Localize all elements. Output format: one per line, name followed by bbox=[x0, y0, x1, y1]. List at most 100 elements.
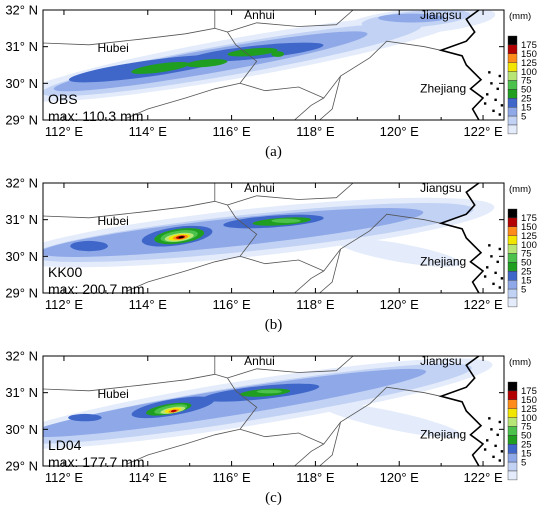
region-label-zhejiang: Zhejiang bbox=[420, 82, 466, 96]
island bbox=[494, 271, 497, 275]
precip-contour-level-0 bbox=[337, 238, 462, 267]
precip-contour-level-5 bbox=[271, 218, 301, 223]
province-border bbox=[227, 10, 354, 33]
precip-contour-level-10 bbox=[178, 236, 184, 239]
colorbar-label: 100 bbox=[521, 413, 537, 424]
colorbar-unit: (mm) bbox=[509, 357, 531, 368]
max-label: max: 110.3 mm bbox=[48, 108, 143, 124]
colorbar-swatch bbox=[507, 271, 518, 281]
island bbox=[498, 113, 502, 116]
colorbar-label: 5 bbox=[521, 284, 526, 295]
island bbox=[490, 82, 493, 85]
colorbar-swatch bbox=[507, 262, 518, 272]
panel-caption: (a) bbox=[265, 144, 282, 160]
island bbox=[490, 428, 493, 431]
map-area bbox=[43, 183, 504, 293]
colorbar-swatch bbox=[507, 71, 518, 81]
colorbar-swatch bbox=[507, 390, 518, 401]
coastline bbox=[438, 183, 485, 293]
precip-field bbox=[43, 183, 504, 293]
y-tick-label: 30° N bbox=[5, 422, 38, 437]
province-border bbox=[43, 200, 258, 292]
x-tick-label: 112° E bbox=[45, 297, 84, 312]
coastline bbox=[438, 356, 485, 466]
colorbar-swatch bbox=[507, 297, 518, 308]
colorbar-swatch bbox=[507, 115, 518, 126]
run-label: LD04 bbox=[48, 437, 82, 453]
colorbar-swatch bbox=[507, 53, 518, 63]
x-tick-label: 118° E bbox=[296, 124, 335, 139]
x-tick-label: 114° E bbox=[129, 297, 168, 312]
colorbar-swatch bbox=[507, 208, 518, 219]
region-label-hubei: Hubei bbox=[97, 214, 128, 228]
island bbox=[498, 420, 502, 424]
x-tick-label: 118° E bbox=[296, 470, 335, 485]
island bbox=[500, 277, 504, 280]
x-tick-label: 122° E bbox=[463, 470, 503, 485]
colorbar-label: 175 bbox=[521, 40, 537, 51]
island bbox=[496, 87, 499, 91]
island bbox=[483, 102, 487, 105]
colorbar-label: 100 bbox=[521, 67, 537, 78]
colorbar-unit: (mm) bbox=[509, 11, 531, 22]
colorbar-label: 15 bbox=[521, 448, 532, 459]
colorbar-swatch bbox=[507, 253, 518, 263]
colorbar-label: 25 bbox=[521, 440, 532, 451]
precip-contour-level-3 bbox=[68, 413, 102, 422]
colorbar-label: 175 bbox=[521, 386, 537, 397]
island bbox=[492, 282, 495, 286]
island bbox=[492, 455, 495, 459]
precip-contour-level-4 bbox=[185, 59, 228, 68]
colorbar-swatch bbox=[507, 98, 518, 108]
province-border bbox=[43, 27, 258, 119]
x-tick-label: 120° E bbox=[380, 470, 420, 485]
y-tick-label: 29° N bbox=[5, 459, 38, 474]
x-tick-label: 114° E bbox=[129, 124, 168, 139]
island bbox=[498, 247, 502, 251]
province-border bbox=[227, 356, 354, 379]
precip-contour-level-0 bbox=[321, 402, 461, 438]
colorbar-swatch bbox=[507, 381, 518, 392]
x-tick-label: 118° E bbox=[296, 297, 335, 312]
x-tick-label: 112° E bbox=[45, 470, 84, 485]
x-tick-label: 122° E bbox=[463, 124, 503, 139]
region-label-anhui: Anhui bbox=[244, 8, 275, 22]
y-tick-label: 32° N bbox=[5, 176, 38, 191]
y-tick-label: 31° N bbox=[5, 385, 38, 400]
island bbox=[494, 98, 497, 102]
precip-field bbox=[43, 10, 504, 120]
region-label-hubei: Hubei bbox=[97, 41, 128, 55]
region-label-anhui: Anhui bbox=[244, 354, 275, 368]
island bbox=[488, 417, 491, 420]
colorbar-label: 150 bbox=[521, 395, 537, 406]
precip-contour-level-2 bbox=[43, 368, 427, 437]
x-tick-label: 122° E bbox=[463, 297, 503, 312]
x-tick-label: 116° E bbox=[212, 470, 251, 485]
colorbar-label: 50 bbox=[521, 258, 532, 269]
y-tick-label: 29° N bbox=[5, 113, 38, 128]
colorbar-swatch bbox=[507, 62, 518, 72]
run-label: OBS bbox=[48, 91, 78, 107]
colorbar-label: 25 bbox=[521, 267, 532, 278]
island bbox=[490, 255, 493, 258]
precip-contour-level-3 bbox=[70, 240, 108, 252]
province-border bbox=[319, 75, 341, 120]
colorbar-label: 5 bbox=[521, 457, 526, 468]
y-tick-label: 32° N bbox=[5, 349, 38, 364]
max-label: max: 177.7 mm bbox=[48, 454, 144, 470]
colorbar-label: 150 bbox=[521, 49, 537, 60]
precip-contour-level-4 bbox=[227, 47, 278, 57]
island bbox=[496, 433, 499, 437]
colorbar-label: 15 bbox=[521, 275, 532, 286]
island bbox=[498, 286, 502, 289]
island bbox=[496, 260, 499, 264]
island bbox=[488, 244, 491, 247]
y-tick-label: 31° N bbox=[5, 39, 38, 54]
colorbar-swatch bbox=[507, 35, 518, 46]
region-label-jiangsu: Jiangsu bbox=[420, 354, 461, 368]
x-tick-label: 112° E bbox=[45, 124, 84, 139]
colorbar-swatch bbox=[507, 470, 518, 481]
region-label-anhui: Anhui bbox=[244, 181, 275, 195]
colorbar-label: 15 bbox=[521, 102, 532, 113]
